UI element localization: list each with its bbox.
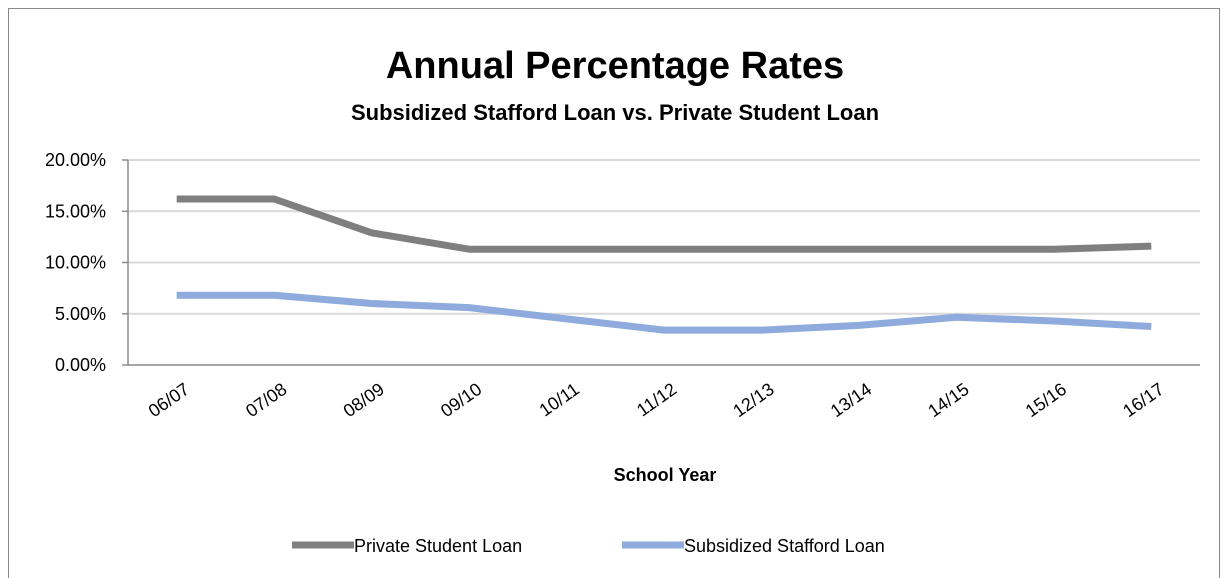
- x-tick-labels: 06/07 07/08 08/09 09/10 10/11 11/12 12/13 13/14…: [145, 379, 1168, 421]
- x-tick-label: 14/15: [924, 379, 972, 421]
- y-tick-label: 10.00%: [45, 253, 106, 273]
- y-tick-label: 20.00%: [45, 150, 106, 170]
- x-tick-label: 15/16: [1022, 379, 1070, 421]
- x-tick-label: 08/09: [340, 379, 388, 421]
- x-tick-label: 10/11: [536, 379, 583, 420]
- y-tick-labels: 0.00% 5.00% 10.00% 15.00% 20.00%: [45, 150, 106, 375]
- legend: Private Student Loan Subsidized Stafford …: [292, 536, 885, 556]
- legend-label-1: Subsidized Stafford Loan: [684, 536, 885, 556]
- x-tick-label: 12/13: [729, 379, 777, 421]
- x-tick-label: 06/07: [145, 379, 193, 421]
- chart-title: Annual Percentage Rates: [386, 45, 844, 87]
- series-lines: [176, 195, 1152, 334]
- x-tick-label: 09/10: [437, 379, 485, 421]
- y-tick-label: 0.00%: [55, 355, 106, 375]
- series-line-1: [176, 291, 1152, 334]
- x-tick-label: 07/08: [242, 379, 290, 421]
- x-tick-label: 16/17: [1119, 379, 1167, 421]
- x-tick-label: 11/12: [633, 379, 680, 420]
- chart-subtitle: Subsidized Stafford Loan vs. Private Stu…: [351, 100, 879, 125]
- gridlines: [128, 159, 1200, 315]
- x-tick-label: 13/14: [827, 379, 875, 421]
- x-axis-title: School Year: [614, 465, 717, 485]
- y-tick-label: 15.00%: [45, 201, 106, 221]
- y-tick-label: 5.00%: [55, 304, 106, 324]
- legend-label-0: Private Student Loan: [354, 536, 522, 556]
- axes: [122, 159, 1200, 366]
- series-line-0: [176, 195, 1152, 253]
